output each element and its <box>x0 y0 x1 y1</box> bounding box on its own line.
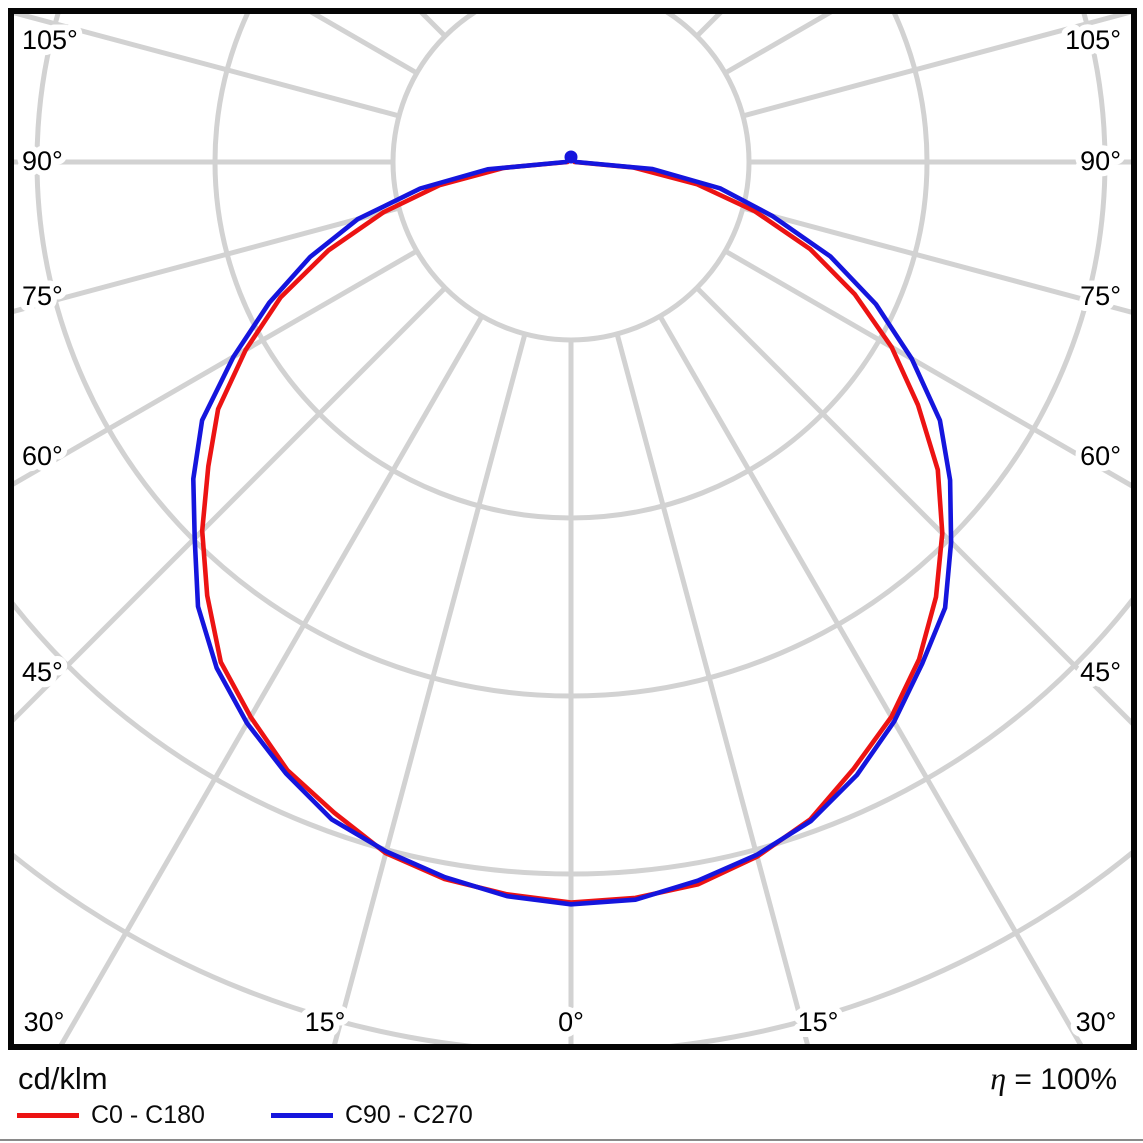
grid-radial-60deg <box>723 248 1131 489</box>
grid-radial-315deg <box>14 286 447 723</box>
grid-radial-285deg <box>14 205 400 314</box>
angle-labels: 105° 105° 90° 90° 75° 75° 60° 60° 45° 45° 30° 15° 0°… <box>16 19 1127 1043</box>
plot-border <box>8 8 1137 1050</box>
grid-radial-105deg <box>742 14 1131 119</box>
legend-label-c0-c180: C0 - C180 <box>91 1100 205 1129</box>
grid-radial-255deg <box>14 14 400 119</box>
legend-label-c90-c270: C90 - C270 <box>344 1100 473 1129</box>
angle-label-right-75°: 75° <box>1080 281 1121 311</box>
grid-radial-15deg <box>614 333 810 1044</box>
curve-c90-c270 <box>191 159 954 907</box>
angle-label-right-45°: 45° <box>1080 657 1121 687</box>
legend-swatch-c90-c270 <box>270 1112 333 1118</box>
angle-label-bottom-0: 30° <box>24 1007 65 1037</box>
grid-radial-210deg <box>0 0 482 8</box>
angle-label-right-90°: 90° <box>1080 146 1121 176</box>
light-output-ratio: η = 100% <box>990 1060 1117 1097</box>
angle-label-right-105°: 105° <box>1065 25 1121 55</box>
legend: C0 - C180 C90 - C270 <box>17 1098 539 1132</box>
bottom-divider <box>0 1139 1143 1141</box>
grid-radial-330deg <box>58 314 485 1044</box>
angle-label-left-105°: 105° <box>22 25 78 55</box>
angle-label-bottom-2: 0° <box>558 1007 584 1037</box>
origin-dot <box>564 150 578 164</box>
angle-label-bottom-1: 15° <box>305 1007 346 1037</box>
eta-value: = 100% <box>1006 1063 1117 1096</box>
angle-label-left-75°: 75° <box>22 281 63 311</box>
grid-radial-45deg <box>695 286 1131 726</box>
radial-unit-label: cd/klm <box>18 1061 108 1096</box>
angle-label-right-60°: 60° <box>1080 441 1121 471</box>
legend-swatch-c0-c180 <box>17 1112 79 1118</box>
grid-radial-150deg <box>660 0 1143 8</box>
angle-label-left-90°: 90° <box>22 146 63 176</box>
angle-label-left-45°: 45° <box>22 657 63 687</box>
angle-label-bottom-3: 15° <box>798 1007 839 1037</box>
angle-label-left-60°: 60° <box>22 441 63 471</box>
grid-radial-345deg <box>332 333 528 1044</box>
grid-radial-75deg <box>742 205 1131 315</box>
eta-symbol: η <box>990 1060 1007 1096</box>
angle-label-bottom-4: 30° <box>1076 1007 1117 1037</box>
intensity-curves <box>191 150 954 907</box>
grid-radial-30deg <box>657 314 1084 1044</box>
grid-radial-300deg <box>14 248 419 487</box>
grid-circle-1 <box>390 14 752 343</box>
